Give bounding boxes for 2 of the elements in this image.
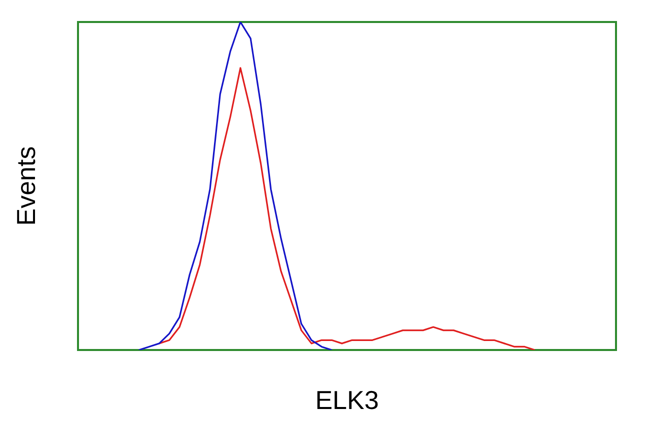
x-axis-title: ELK3 [315, 385, 379, 416]
y-axis-title: Events [11, 146, 42, 226]
